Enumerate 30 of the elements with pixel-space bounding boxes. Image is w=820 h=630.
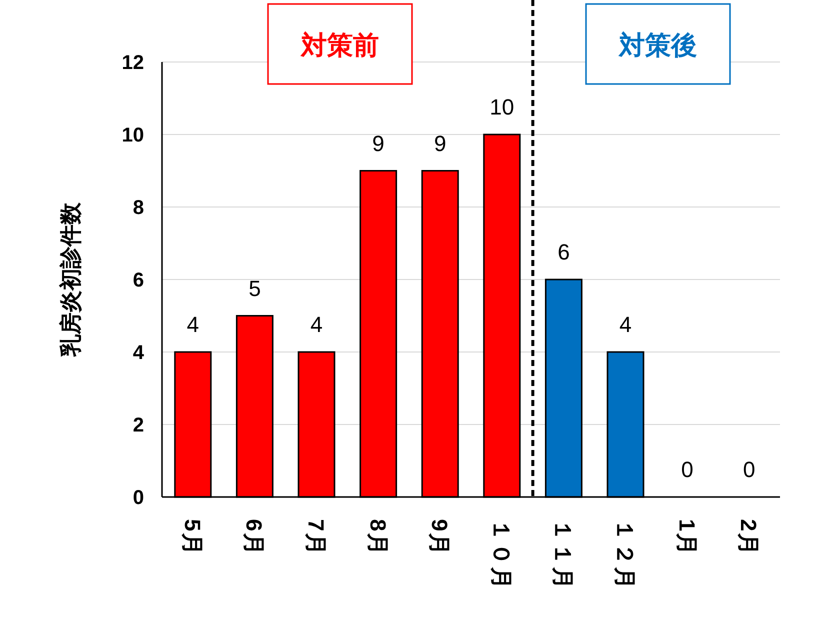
text: 対策前 (300, 30, 379, 60)
y-tick-label: 12 (122, 52, 144, 74)
data-label: 0 (681, 457, 694, 482)
y-tick-label: 4 (132, 342, 145, 364)
data-label: 5 (248, 276, 261, 301)
data-label: 4 (619, 312, 632, 337)
y-tick-label: 6 (132, 270, 144, 292)
y-tick-label: 10 (122, 124, 144, 146)
x-tick-label: 5月 (180, 519, 205, 558)
x-tick-label: 1月 (674, 519, 700, 558)
y-tick-label: 8 (132, 197, 144, 219)
x-tick-label: 2月 (736, 519, 762, 558)
data-label: 10 (490, 94, 514, 120)
x-tick-label: １１月 (550, 519, 576, 591)
y-axis-title: 乳房炎初診件数 (58, 202, 83, 358)
text: 対策後 (618, 30, 697, 60)
y-tick-label: 2 (132, 414, 144, 436)
data-label: 6 (558, 240, 570, 264)
x-tick-label: 6月 (242, 519, 267, 558)
x-tick-label: 8月 (365, 519, 390, 558)
y-tick-label: 0 (132, 487, 144, 509)
data-label: 9 (372, 130, 384, 156)
data-label: 4 (310, 312, 323, 337)
x-tick-label: １２月 (612, 519, 638, 591)
x-tick-label: １０月 (488, 519, 514, 591)
data-label: 0 (742, 457, 756, 482)
data-label: 9 (434, 130, 446, 156)
data-label: 4 (186, 312, 200, 337)
x-tick-label: 7月 (304, 519, 328, 558)
x-tick-label: 9月 (427, 519, 452, 558)
